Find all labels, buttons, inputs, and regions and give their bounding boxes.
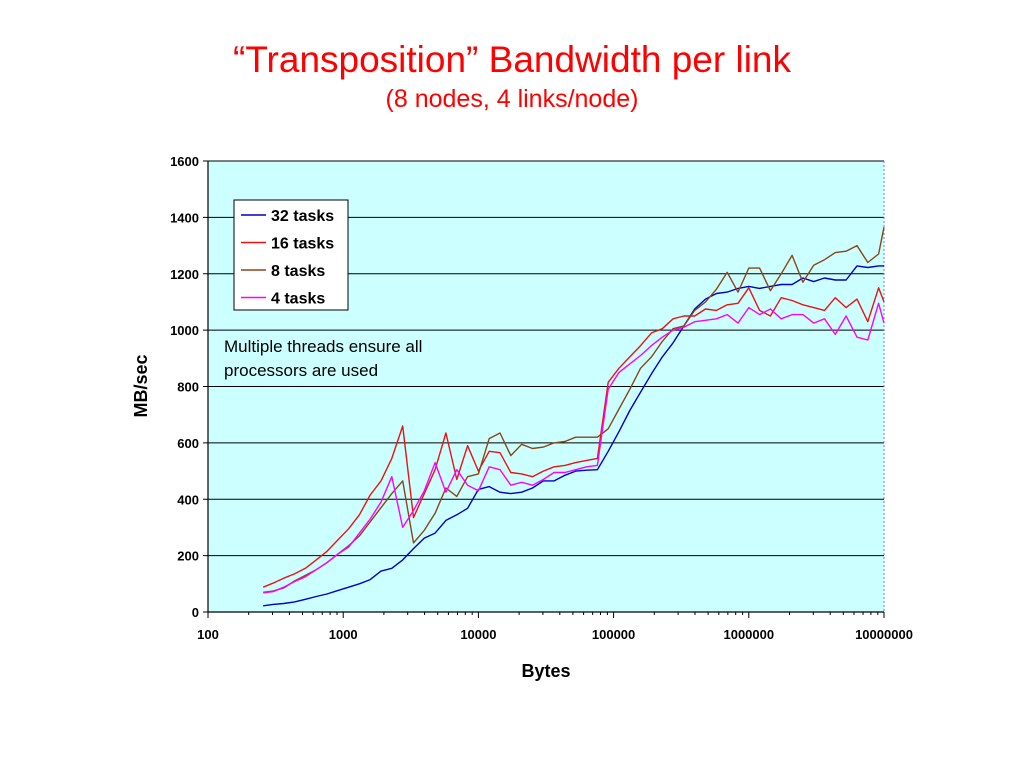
- x-tick-label: 10000: [460, 627, 496, 642]
- y-tick-label: 1000: [170, 323, 199, 338]
- y-tick-label: 200: [177, 549, 199, 564]
- legend: 32 tasks 16 tasks 8 tasks 4 tasks: [233, 199, 349, 311]
- series-lines: [262, 227, 885, 607]
- x-tick-label: 100000: [592, 627, 635, 642]
- legend-label: 4 tasks: [271, 291, 325, 308]
- series-line-8-tasks: [263, 227, 885, 593]
- x-tick-labels: 100 1000 10000 100000 1000000 10000000: [197, 627, 913, 642]
- y-tick-labels: 0 200 400 600 800 1000 1200 1400 1600: [170, 154, 199, 620]
- x-tick-label: 1000000: [723, 627, 774, 642]
- y-tick-label: 0: [192, 605, 199, 620]
- x-tick-label: 100: [197, 627, 219, 642]
- y-tick-label: 400: [177, 492, 199, 507]
- series-line-16-tasks: [262, 287, 885, 588]
- legend-box: [233, 199, 349, 311]
- legend-label: 16 tasks: [271, 236, 334, 253]
- slide-subtitle: (8 nodes, 4 links/node): [385, 85, 639, 113]
- y-tick-label: 1600: [170, 154, 199, 169]
- legend-label: 8 tasks: [271, 263, 325, 280]
- slide-title: “Transposition” Bandwidth per link: [233, 39, 791, 80]
- y-tick-label: 600: [177, 436, 199, 451]
- x-tick-label: 1000: [329, 627, 358, 642]
- annotation: Multiple threads ensure all processors a…: [224, 337, 422, 380]
- y-tick-label: 1200: [170, 267, 199, 282]
- axes: [203, 160, 885, 618]
- y-tick-label: 1400: [170, 210, 199, 225]
- x-axis-title: Bytes: [521, 661, 570, 681]
- x-tick-label: 10000000: [855, 627, 913, 642]
- gridlines: [208, 160, 885, 612]
- y-axis-title: MB/sec: [131, 354, 151, 417]
- legend-label: 32 tasks: [271, 208, 334, 225]
- series-line-32-tasks: [263, 265, 884, 607]
- annotation-line-2: processors are used: [224, 361, 378, 380]
- annotation-line-1: Multiple threads ensure all: [224, 337, 422, 356]
- y-tick-label: 800: [177, 380, 199, 395]
- series-line-4-tasks: [263, 302, 885, 594]
